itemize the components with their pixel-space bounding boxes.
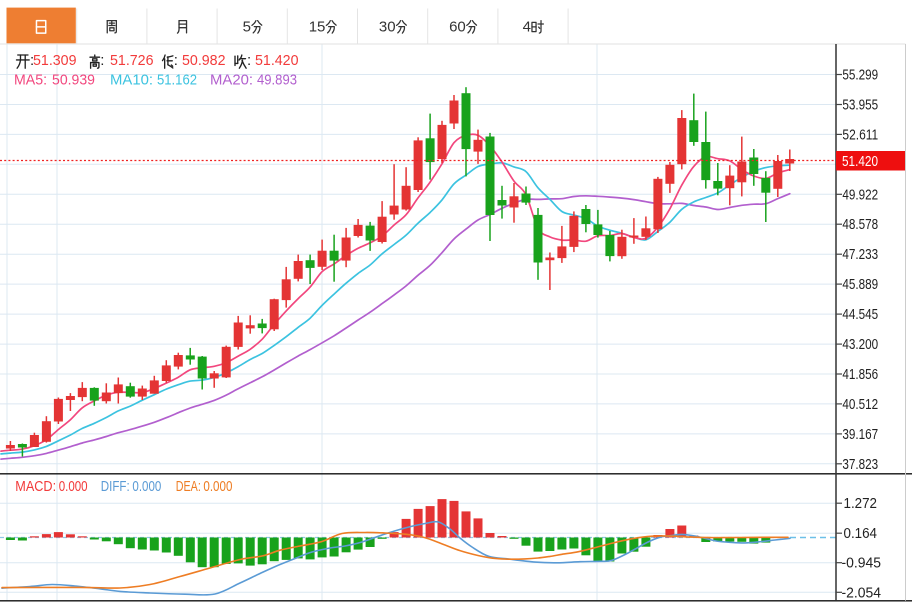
svg-text:MACD:: MACD: — [15, 478, 56, 495]
svg-text:52.611: 52.611 — [842, 127, 878, 143]
svg-text:5: 5 — [243, 18, 251, 35]
svg-text:50.939: 50.939 — [52, 72, 95, 89]
svg-text:49.922: 49.922 — [842, 187, 878, 203]
svg-text:55.299: 55.299 — [842, 68, 878, 84]
svg-text:MA5:: MA5: — [14, 72, 47, 89]
svg-text:41.856: 41.856 — [842, 367, 878, 383]
svg-text:51.420: 51.420 — [842, 154, 878, 170]
svg-text:51.162: 51.162 — [157, 72, 197, 89]
svg-text:43.200: 43.200 — [842, 337, 878, 353]
svg-text::: : — [100, 52, 104, 69]
svg-text:47.233: 47.233 — [842, 247, 878, 263]
svg-text:15: 15 — [309, 18, 326, 35]
svg-text:53.955: 53.955 — [842, 98, 878, 114]
svg-text:0.000: 0.000 — [203, 478, 232, 495]
svg-text:MA20:: MA20: — [210, 72, 253, 89]
svg-text::: : — [174, 52, 178, 69]
svg-text:45.889: 45.889 — [842, 277, 878, 293]
svg-text:51.309: 51.309 — [33, 52, 77, 69]
svg-text:30: 30 — [379, 18, 396, 35]
svg-text:1.272: 1.272 — [844, 496, 878, 512]
svg-text:0.000: 0.000 — [132, 478, 161, 495]
svg-text:49.893: 49.893 — [257, 72, 297, 89]
svg-text:48.578: 48.578 — [842, 217, 878, 233]
svg-text:0.000: 0.000 — [59, 478, 88, 495]
svg-text:50.982: 50.982 — [182, 52, 226, 69]
svg-text:40.512: 40.512 — [842, 397, 878, 413]
svg-text::: : — [30, 52, 34, 69]
svg-text:60: 60 — [449, 18, 466, 35]
svg-text:51.726: 51.726 — [110, 52, 154, 69]
svg-text:DIFF:: DIFF: — [101, 478, 130, 495]
svg-text:DEA:: DEA: — [176, 478, 201, 495]
svg-text:-2.054: -2.054 — [842, 585, 882, 601]
svg-text:0.164: 0.164 — [844, 526, 878, 542]
svg-text:-0.945: -0.945 — [842, 556, 882, 572]
svg-text:51.420: 51.420 — [255, 52, 299, 69]
svg-text:MA10:: MA10: — [110, 72, 153, 89]
svg-text:4: 4 — [523, 18, 531, 35]
svg-text::: : — [247, 52, 251, 69]
svg-text:44.545: 44.545 — [842, 307, 878, 323]
svg-text:37.823: 37.823 — [842, 457, 878, 473]
svg-text:39.167: 39.167 — [842, 427, 878, 443]
